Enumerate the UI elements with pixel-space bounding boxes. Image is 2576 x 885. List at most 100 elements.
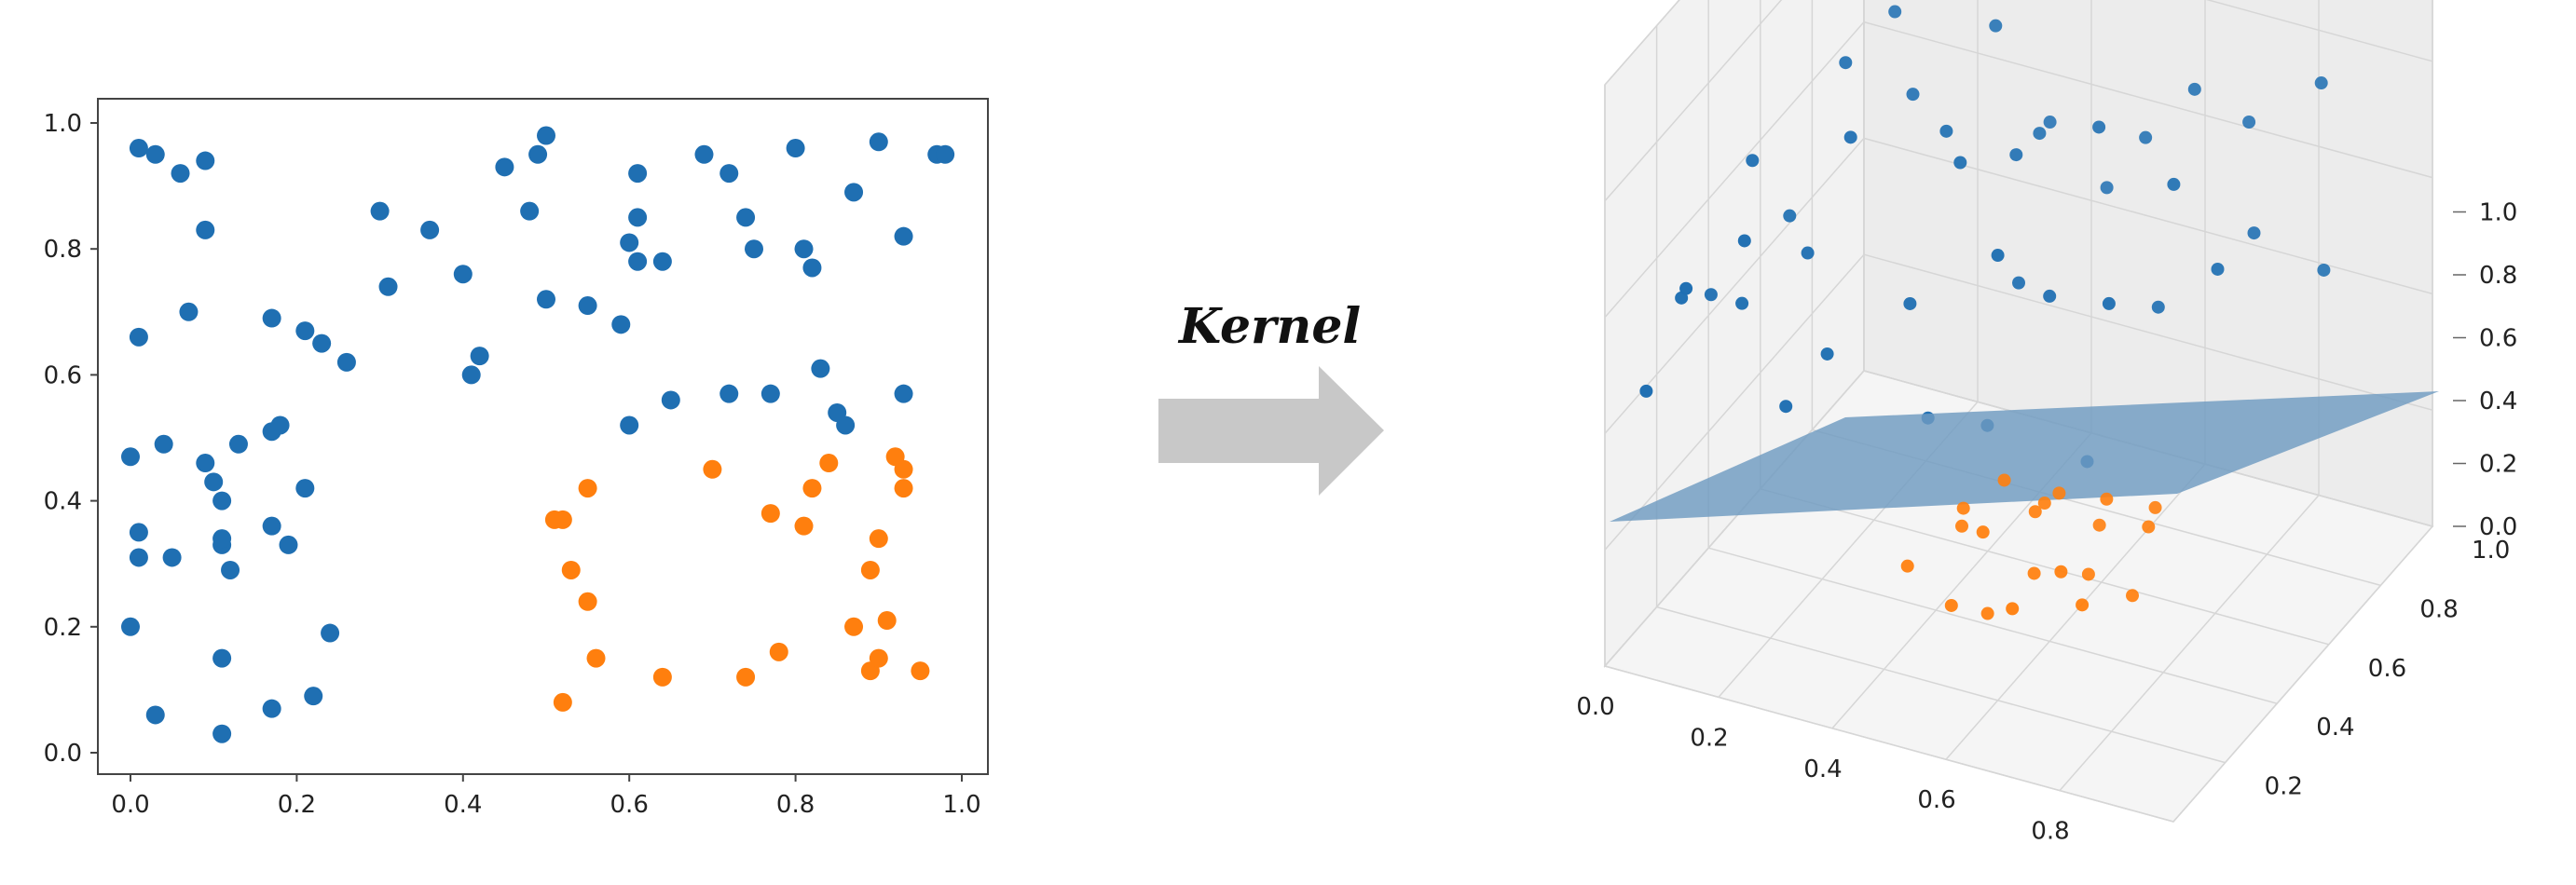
separating-plane xyxy=(1610,391,2439,522)
data-point-orange xyxy=(703,459,722,479)
data-point-blue xyxy=(145,705,165,725)
data-point-blue xyxy=(129,139,148,158)
data-point-blue-3d xyxy=(1953,156,1967,170)
z-tick-label-3d: 0.0 xyxy=(2479,513,2517,541)
data-point-orange-3d xyxy=(1956,501,1970,515)
data-point-blue xyxy=(869,132,888,152)
data-point-blue-3d xyxy=(2211,262,2225,276)
data-point-blue xyxy=(836,415,856,435)
grid-line xyxy=(1604,137,1865,434)
data-point-orange-3d xyxy=(2027,566,2041,580)
data-point-orange-3d xyxy=(1944,598,1958,612)
grid-line xyxy=(1945,463,2206,760)
data-point-orange-3d xyxy=(2028,505,2042,519)
grid-line xyxy=(1863,20,2433,179)
y-tick-label: 0.4 xyxy=(44,488,82,516)
data-point-orange xyxy=(794,516,814,536)
y-tick-label: 0.2 xyxy=(44,614,82,642)
data-point-blue-3d xyxy=(1779,400,1793,414)
grid-line xyxy=(1708,547,2278,704)
data-point-orange xyxy=(894,459,913,479)
grid-line xyxy=(1604,0,1783,202)
data-point-blue xyxy=(537,290,555,309)
data-point-orange xyxy=(860,560,880,579)
data-point-blue xyxy=(528,144,548,164)
data-point-blue xyxy=(537,126,555,145)
data-point-orange xyxy=(561,560,581,579)
data-point-orange xyxy=(578,479,597,498)
data-point-orange xyxy=(760,504,780,524)
data-point-blue-3d xyxy=(2102,296,2116,310)
grid-line xyxy=(1760,488,2329,646)
data-point-blue xyxy=(221,560,240,579)
data-point-blue-3d xyxy=(1735,296,1749,310)
data-point-blue xyxy=(844,183,864,202)
data-point-blue-3d xyxy=(1746,154,1760,168)
x-tick-label: 0.4 xyxy=(444,791,482,819)
x-tick-label-3d: 0.8 xyxy=(2031,818,2069,846)
data-point-blue xyxy=(578,296,597,316)
x-tick-label-3d: 0.6 xyxy=(1917,786,1955,814)
data-point-blue xyxy=(145,144,165,164)
data-point-orange-3d xyxy=(2092,518,2106,532)
y-tick-label: 0.0 xyxy=(44,740,82,768)
data-point-orange xyxy=(652,667,672,687)
data-point-blue xyxy=(262,308,281,328)
data-point-blue xyxy=(495,157,514,177)
data-point-orange-3d xyxy=(1980,606,1994,620)
data-point-blue-3d xyxy=(2012,276,2025,290)
data-point-blue xyxy=(336,352,356,372)
data-point-blue xyxy=(719,164,739,184)
plot-frame xyxy=(97,98,989,775)
data-point-blue xyxy=(745,239,763,259)
data-point-orange-3d xyxy=(2037,497,2051,511)
data-point-blue xyxy=(154,434,173,454)
data-point-orange-3d xyxy=(1900,559,1914,573)
data-point-orange xyxy=(869,529,888,549)
data-point-orange-3d xyxy=(1955,519,1968,533)
data-point-orange-3d xyxy=(2142,520,2156,534)
data-point-blue-3d xyxy=(1991,249,2005,263)
data-point-blue-3d xyxy=(2139,130,2153,144)
data-point-blue-3d xyxy=(2151,300,2165,314)
x-tick-label-3d: 0.0 xyxy=(1576,693,1614,721)
x-tick-label-3d: 0.2 xyxy=(1690,724,1728,752)
z-tick-label-3d: 1.0 xyxy=(2479,199,2517,227)
data-point-blue xyxy=(204,472,224,492)
z-tick-label-3d: 0.8 xyxy=(2479,262,2517,290)
data-point-blue-3d xyxy=(2043,116,2057,129)
data-point-blue-3d xyxy=(1679,281,1693,295)
data-point-blue xyxy=(378,277,398,296)
data-point-blue xyxy=(196,220,215,239)
data-point-blue xyxy=(179,302,199,321)
data-point-blue-3d xyxy=(1989,19,2003,33)
data-point-blue xyxy=(736,208,756,227)
data-point-orange-3d xyxy=(1997,473,2011,487)
grid-line xyxy=(1604,0,1680,86)
data-point-blue xyxy=(212,724,232,743)
data-point-orange xyxy=(877,611,897,631)
data-point-blue xyxy=(129,327,148,347)
data-point-blue xyxy=(936,144,955,164)
grid-line xyxy=(1604,665,2174,823)
data-point-blue xyxy=(520,201,540,221)
z-tick-label-3d: 0.2 xyxy=(2479,451,2517,479)
data-point-blue xyxy=(370,201,390,221)
data-point-orange-3d xyxy=(2052,486,2066,500)
data-point-blue xyxy=(694,144,714,164)
data-point-blue-3d xyxy=(1903,296,1917,310)
data-point-blue-3d xyxy=(2187,82,2201,96)
data-point-orange xyxy=(802,479,822,498)
data-point-blue xyxy=(262,516,281,536)
data-point-blue xyxy=(279,535,298,554)
data-point-blue xyxy=(129,523,148,542)
data-point-blue xyxy=(196,454,215,473)
data-point-blue-3d xyxy=(1704,288,1718,302)
data-point-blue xyxy=(295,479,315,498)
data-point-orange-3d xyxy=(2148,500,2162,514)
data-point-blue xyxy=(794,239,814,259)
data-point-blue xyxy=(719,384,739,403)
data-point-blue xyxy=(760,384,780,403)
data-point-blue xyxy=(129,548,148,567)
data-point-blue-3d xyxy=(1888,5,1902,19)
